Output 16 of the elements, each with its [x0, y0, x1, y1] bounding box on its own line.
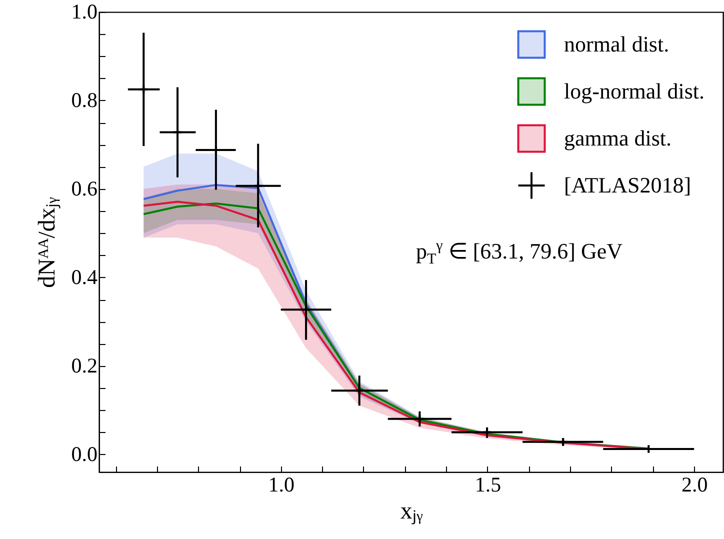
y-tick-label: 0.0 [71, 442, 98, 466]
x-axis-title: xⱼᵧ [400, 498, 424, 524]
y-tick-label: 0.4 [71, 264, 98, 289]
x-tick-label: 2.0 [681, 472, 708, 496]
y-tick-label: 0.8 [71, 88, 98, 112]
legend-label: [ATLAS2018] [564, 172, 692, 198]
legend-label: log-normal dist. [564, 78, 705, 104]
y-tick-label: 1.0 [71, 0, 98, 24]
annotation: p$_{T}$$^{γ}$ ∈ [63.1, 79.6] GeV [416, 238, 623, 269]
legend-label: normal dist. [564, 32, 670, 56]
legend-label: gamma dist. [564, 126, 672, 150]
y-axis-title: dNᴬᴬ/dxⱼᵧ [34, 196, 60, 288]
y-tick-label: 0.2 [71, 353, 98, 378]
y-tick-label: 0.6 [71, 176, 98, 200]
x-tick-label: 1.5 [474, 472, 502, 496]
x-tick-label: 1.0 [268, 472, 294, 496]
